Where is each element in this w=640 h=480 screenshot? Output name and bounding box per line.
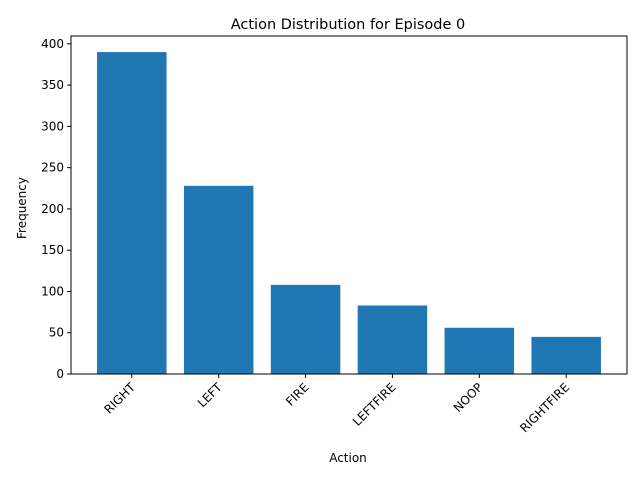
bar-rightfire bbox=[531, 336, 601, 374]
y-axis-ticks: 0 50 100 150 200 250 300 350 400 bbox=[41, 37, 71, 381]
bar-fire bbox=[270, 284, 341, 374]
y-tick-label: 200 bbox=[41, 202, 64, 216]
bar-left bbox=[183, 185, 254, 374]
bar-right bbox=[97, 52, 167, 374]
y-tick-label: 300 bbox=[41, 119, 64, 133]
y-tick-label: 250 bbox=[41, 161, 64, 175]
y-tick-label: 0 bbox=[56, 367, 64, 381]
plot-frame bbox=[70, 35, 628, 375]
x-tick-label: LEFT bbox=[195, 380, 225, 410]
x-tick-label: RIGHT bbox=[101, 380, 138, 417]
x-axis-label: Action bbox=[329, 451, 367, 465]
y-tick-label: 100 bbox=[41, 284, 64, 298]
x-axis-ticks: RIGHT LEFT FIRE LEFTFIRE NOOP RIGHTFIRE bbox=[101, 374, 572, 435]
x-tick-label: RIGHTFIRE bbox=[517, 380, 572, 435]
x-tick-label: NOOP bbox=[451, 380, 486, 415]
bar-noop bbox=[444, 327, 515, 374]
bars-group bbox=[97, 52, 601, 374]
x-tick-label: LEFTFIRE bbox=[350, 380, 399, 429]
y-tick-label: 150 bbox=[41, 243, 64, 257]
y-tick-label: 350 bbox=[41, 78, 64, 92]
x-tick-label: FIRE bbox=[283, 380, 312, 409]
y-tick-label: 400 bbox=[41, 37, 64, 51]
y-axis-label: Frequency bbox=[15, 177, 29, 239]
chart-title: Action Distribution for Episode 0 bbox=[231, 17, 466, 33]
y-tick-label: 50 bbox=[49, 326, 64, 340]
bar-leftfire bbox=[357, 305, 428, 374]
